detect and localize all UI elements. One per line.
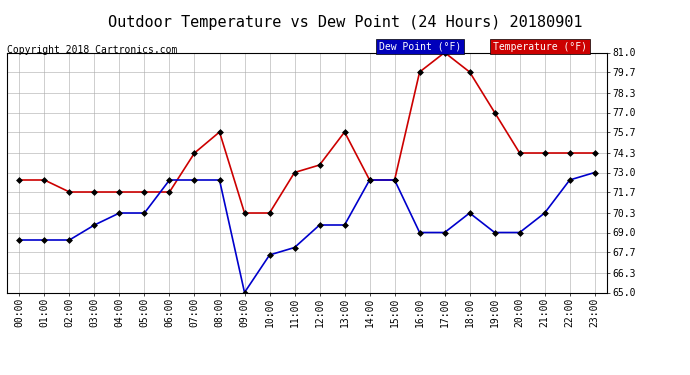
Text: Outdoor Temperature vs Dew Point (24 Hours) 20180901: Outdoor Temperature vs Dew Point (24 Hou… bbox=[108, 15, 582, 30]
Text: Temperature (°F): Temperature (°F) bbox=[493, 42, 587, 51]
Text: Dew Point (°F): Dew Point (°F) bbox=[379, 42, 462, 51]
Text: Copyright 2018 Cartronics.com: Copyright 2018 Cartronics.com bbox=[7, 45, 177, 55]
